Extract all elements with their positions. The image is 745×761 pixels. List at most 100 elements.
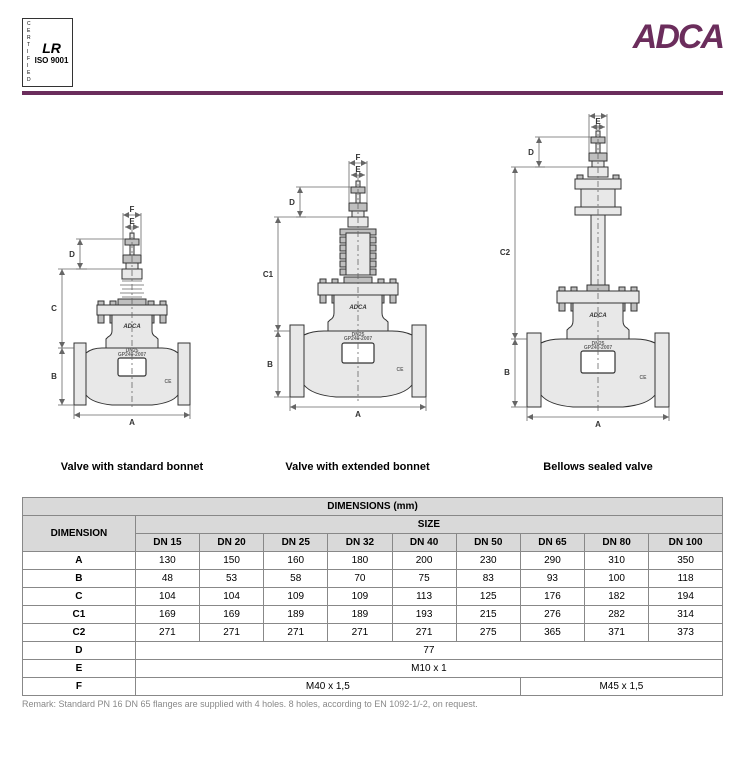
cell: 58 bbox=[264, 570, 328, 588]
svg-text:A: A bbox=[129, 418, 135, 427]
cell: 169 bbox=[135, 606, 199, 624]
table-dimension-header: DIMENSION bbox=[23, 516, 136, 552]
svg-text:F: F bbox=[130, 205, 135, 214]
cell: 75 bbox=[392, 570, 456, 588]
cell: 290 bbox=[520, 552, 584, 570]
cell: 276 bbox=[520, 606, 584, 624]
table-row: C1169169189189193215276282314 bbox=[23, 606, 723, 624]
svg-text:E: E bbox=[595, 117, 601, 126]
iso-badge: CERTIFIED LR ISO 9001 bbox=[22, 18, 73, 87]
cell: 282 bbox=[585, 606, 649, 624]
caption-bellows: Bellows sealed valve bbox=[543, 461, 652, 473]
svg-text:D: D bbox=[69, 250, 75, 259]
svg-text:E: E bbox=[129, 217, 135, 226]
table-size-col: DN 20 bbox=[199, 534, 263, 552]
diagram-extended: ADCA DN25 GP240-2007 CE A B bbox=[248, 153, 468, 473]
svg-text:F: F bbox=[355, 153, 360, 162]
svg-text:A: A bbox=[355, 410, 361, 419]
cell: 70 bbox=[328, 570, 392, 588]
cell: 182 bbox=[585, 588, 649, 606]
cell-span: M10 x 1 bbox=[135, 660, 722, 678]
cell: 350 bbox=[649, 552, 723, 570]
svg-text:B: B bbox=[504, 368, 510, 377]
row-label: A bbox=[23, 552, 136, 570]
cell: 160 bbox=[264, 552, 328, 570]
svg-text:B: B bbox=[51, 372, 57, 381]
diagram-standard: ADCA DN25 GP240-2007 CE A bbox=[32, 193, 232, 473]
cell: 109 bbox=[264, 588, 328, 606]
cell: 109 bbox=[328, 588, 392, 606]
cell: 271 bbox=[392, 624, 456, 642]
valve-extended-svg: ADCA DN25 GP240-2007 CE A B bbox=[248, 153, 468, 453]
valve-standard-svg: ADCA DN25 GP240-2007 CE A bbox=[32, 193, 232, 453]
svg-text:A: A bbox=[595, 420, 601, 429]
svg-text:CE: CE bbox=[165, 379, 173, 385]
cell: 271 bbox=[328, 624, 392, 642]
cell: 271 bbox=[135, 624, 199, 642]
cell: 104 bbox=[199, 588, 263, 606]
table-size-header: SIZE bbox=[135, 516, 722, 534]
cell: 169 bbox=[199, 606, 263, 624]
cell: 93 bbox=[520, 570, 584, 588]
brand-logo: ADCA bbox=[633, 18, 723, 57]
cell: 230 bbox=[456, 552, 520, 570]
cell: 310 bbox=[585, 552, 649, 570]
cell: 189 bbox=[264, 606, 328, 624]
cell: 130 bbox=[135, 552, 199, 570]
svg-text:CE: CE bbox=[396, 367, 404, 373]
cell: 125 bbox=[456, 588, 520, 606]
dimensions-table-wrap: DIMENSIONS (mm) DIMENSION SIZE DN 15DN 2… bbox=[22, 497, 723, 709]
table-row: A130150160180200230290310350 bbox=[23, 552, 723, 570]
dimensions-table: DIMENSIONS (mm) DIMENSION SIZE DN 15DN 2… bbox=[22, 497, 723, 696]
table-row: B48535870758393100118 bbox=[23, 570, 723, 588]
cell: 194 bbox=[649, 588, 723, 606]
cell: 53 bbox=[199, 570, 263, 588]
cell: 275 bbox=[456, 624, 520, 642]
svg-text:CE: CE bbox=[640, 375, 648, 381]
cell: 193 bbox=[392, 606, 456, 624]
table-remark: Remark: Standard PN 16 DN 65 flanges are… bbox=[22, 699, 723, 709]
table-size-col: DN 100 bbox=[649, 534, 723, 552]
svg-text:C1: C1 bbox=[262, 270, 273, 279]
table-row: FM40 x 1,5M45 x 1,5 bbox=[23, 678, 723, 696]
svg-text:F: F bbox=[596, 113, 601, 115]
header-rule bbox=[22, 91, 723, 95]
header: CERTIFIED LR ISO 9001 ADCA bbox=[22, 18, 723, 87]
row-label: C2 bbox=[23, 624, 136, 642]
diagram-bellows: ADCA DN25 GP240-2007 CE A B bbox=[483, 113, 713, 473]
cell: 215 bbox=[456, 606, 520, 624]
cell: 373 bbox=[649, 624, 723, 642]
table-size-col: DN 65 bbox=[520, 534, 584, 552]
page: CERTIFIED LR ISO 9001 ADCA bbox=[0, 0, 745, 727]
table-size-col: DN 80 bbox=[585, 534, 649, 552]
row-label: C1 bbox=[23, 606, 136, 624]
svg-text:E: E bbox=[355, 165, 361, 174]
cell: 189 bbox=[328, 606, 392, 624]
row-label: F bbox=[23, 678, 136, 696]
cell: 371 bbox=[585, 624, 649, 642]
row-label: E bbox=[23, 660, 136, 678]
lr-logo: LR bbox=[35, 40, 69, 56]
table-size-col: DN 25 bbox=[264, 534, 328, 552]
cell-span: M40 x 1,5 bbox=[135, 678, 520, 696]
cell: 118 bbox=[649, 570, 723, 588]
svg-text:ADCA: ADCA bbox=[348, 305, 366, 311]
cell: 271 bbox=[264, 624, 328, 642]
cell: 104 bbox=[135, 588, 199, 606]
cell: 180 bbox=[328, 552, 392, 570]
iso-vertical-text: CERTIFIED bbox=[27, 21, 32, 84]
cell: 48 bbox=[135, 570, 199, 588]
table-title: DIMENSIONS (mm) bbox=[23, 498, 723, 516]
svg-text:D: D bbox=[528, 148, 534, 157]
table-row: EM10 x 1 bbox=[23, 660, 723, 678]
svg-text:ADCA: ADCA bbox=[122, 324, 140, 330]
table-size-col: DN 50 bbox=[456, 534, 520, 552]
row-label: C bbox=[23, 588, 136, 606]
cell: 271 bbox=[199, 624, 263, 642]
table-row: C2271271271271271275365371373 bbox=[23, 624, 723, 642]
cell: 113 bbox=[392, 588, 456, 606]
table-size-col: DN 40 bbox=[392, 534, 456, 552]
row-label: D bbox=[23, 642, 136, 660]
caption-extended: Valve with extended bonnet bbox=[285, 461, 429, 473]
svg-text:D: D bbox=[289, 198, 295, 207]
